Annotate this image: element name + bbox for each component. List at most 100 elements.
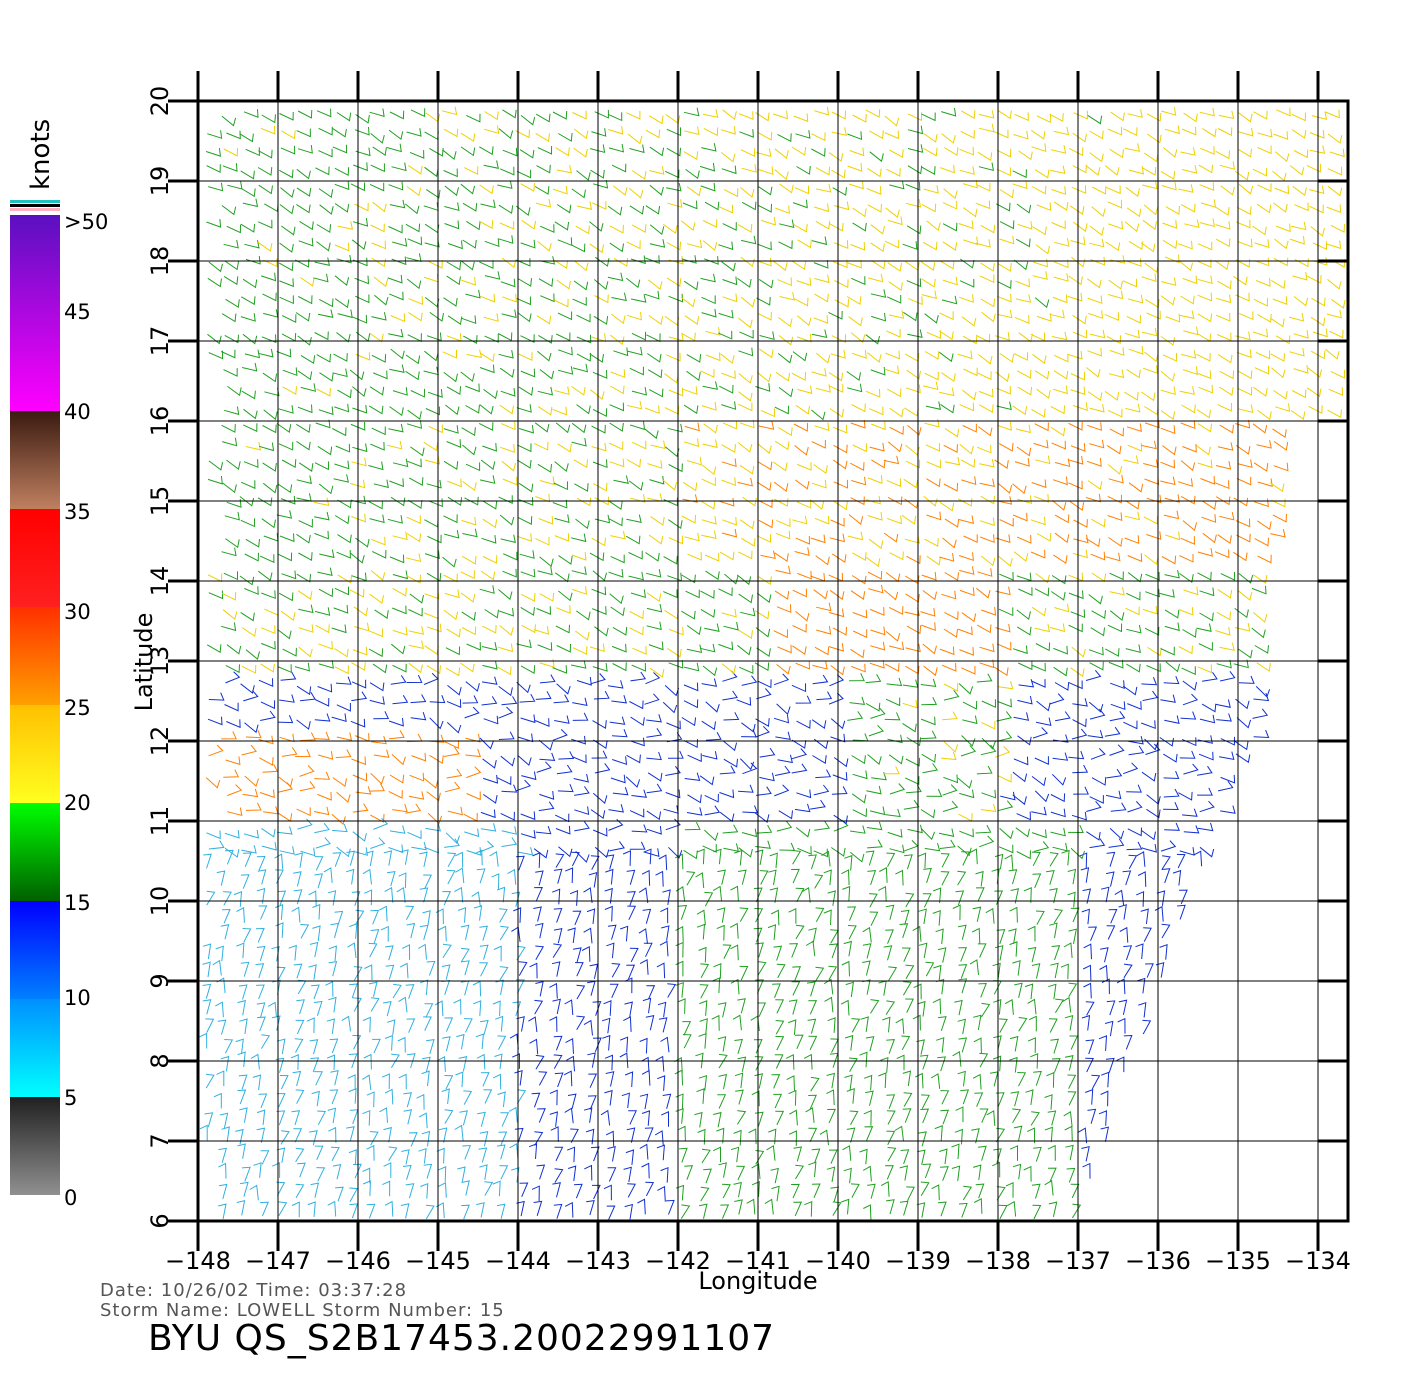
wind-barb <box>388 328 404 338</box>
wind-barb <box>323 867 333 883</box>
wind-barb <box>351 679 367 689</box>
wind-barb <box>1109 610 1125 621</box>
wind-barb <box>902 699 918 709</box>
wind-barb <box>1141 844 1157 853</box>
wind-barb <box>923 867 932 883</box>
wind-barb <box>976 444 992 454</box>
wind-barb <box>975 182 991 192</box>
wind-barb <box>1081 908 1090 925</box>
wind-barb <box>742 805 759 814</box>
wind-barb <box>261 114 276 124</box>
wind-barb <box>552 888 561 905</box>
wind-barb <box>462 695 479 704</box>
wind-barb <box>480 809 496 819</box>
wind-barb <box>977 943 987 958</box>
wind-barb <box>318 640 333 650</box>
wind-barb <box>646 569 662 578</box>
wind-barb <box>717 1036 727 1052</box>
wind-barb <box>738 402 753 412</box>
wind-barb <box>771 1185 780 1202</box>
wind-barb <box>554 461 569 472</box>
wind-barb <box>631 387 648 396</box>
wind-barb <box>1106 185 1121 195</box>
wind-barb <box>465 748 482 758</box>
wind-barb <box>924 538 939 548</box>
wind-barb <box>1107 126 1123 136</box>
wind-barb <box>905 459 921 469</box>
wind-barb <box>314 530 329 540</box>
wind-barb <box>1143 204 1159 216</box>
wind-barb <box>655 870 664 887</box>
wind-barb <box>461 1204 470 1220</box>
wind-barb <box>558 133 573 142</box>
wind-barb <box>244 722 259 734</box>
wind-barb <box>565 1037 574 1054</box>
wind-barb <box>1108 220 1124 230</box>
wind-barb <box>260 1201 269 1217</box>
wind-barb <box>1071 646 1086 658</box>
wind-barb <box>1108 537 1123 547</box>
wind-barb <box>205 777 221 789</box>
wind-barb <box>256 1127 266 1143</box>
wind-barb <box>1107 199 1123 209</box>
wind-barb <box>902 679 919 688</box>
wind-barb <box>1146 494 1162 504</box>
wind-barb <box>1309 185 1325 194</box>
wind-barb <box>751 1163 761 1180</box>
wind-barb <box>646 985 656 1000</box>
wind-barb <box>520 811 536 821</box>
wind-barb <box>604 905 613 922</box>
wind-barb <box>943 147 959 157</box>
wind-barb <box>221 908 231 924</box>
wind-barb <box>389 110 405 120</box>
wind-barb <box>630 494 646 503</box>
wind-barb <box>704 829 719 842</box>
wind-barb <box>533 906 542 922</box>
wind-barb <box>1197 765 1213 776</box>
wind-barb <box>963 534 978 543</box>
wind-barb <box>589 243 604 254</box>
wind-barb <box>242 627 257 637</box>
wind-barb <box>423 778 439 789</box>
wind-barb <box>815 384 831 393</box>
wind-barb <box>1085 1088 1094 1105</box>
wind-barb <box>460 183 476 195</box>
wind-barb <box>943 774 959 784</box>
wind-barb <box>584 1164 593 1181</box>
wind-barb <box>1071 185 1087 194</box>
wind-barb <box>428 260 443 269</box>
wind-barb <box>735 1089 744 1105</box>
wind-barb <box>998 556 1013 567</box>
wind-barb <box>1089 661 1104 671</box>
wind-barb <box>1031 408 1046 418</box>
wind-barb <box>627 891 636 906</box>
wind-barb <box>318 148 333 158</box>
wind-barb <box>536 606 552 615</box>
wind-barb <box>337 389 352 399</box>
wind-barb <box>607 1167 617 1182</box>
wind-barb <box>808 927 817 944</box>
wind-barb <box>1105 790 1122 800</box>
wind-barb <box>833 500 848 511</box>
wind-barb <box>370 929 380 945</box>
wind-barb <box>755 383 771 392</box>
wind-barb <box>257 241 273 252</box>
wind-barb <box>1017 495 1033 505</box>
wind-barb <box>795 660 811 670</box>
wind-barb <box>775 999 785 1014</box>
wind-barb <box>852 808 867 818</box>
wind-barb <box>684 532 700 542</box>
wind-barb <box>657 1001 667 1018</box>
wind-barb <box>317 309 334 318</box>
wind-barb <box>885 929 894 944</box>
wind-barb <box>520 334 535 343</box>
wind-barb <box>407 830 422 840</box>
wind-barb <box>679 1147 688 1163</box>
wind-barb <box>350 479 366 489</box>
wind-barb <box>1016 203 1032 214</box>
wind-barb <box>444 1075 454 1090</box>
wind-barb <box>1197 241 1213 251</box>
wind-barb <box>954 999 963 1016</box>
wind-barb <box>917 1000 926 1017</box>
wind-barb <box>335 1186 344 1202</box>
